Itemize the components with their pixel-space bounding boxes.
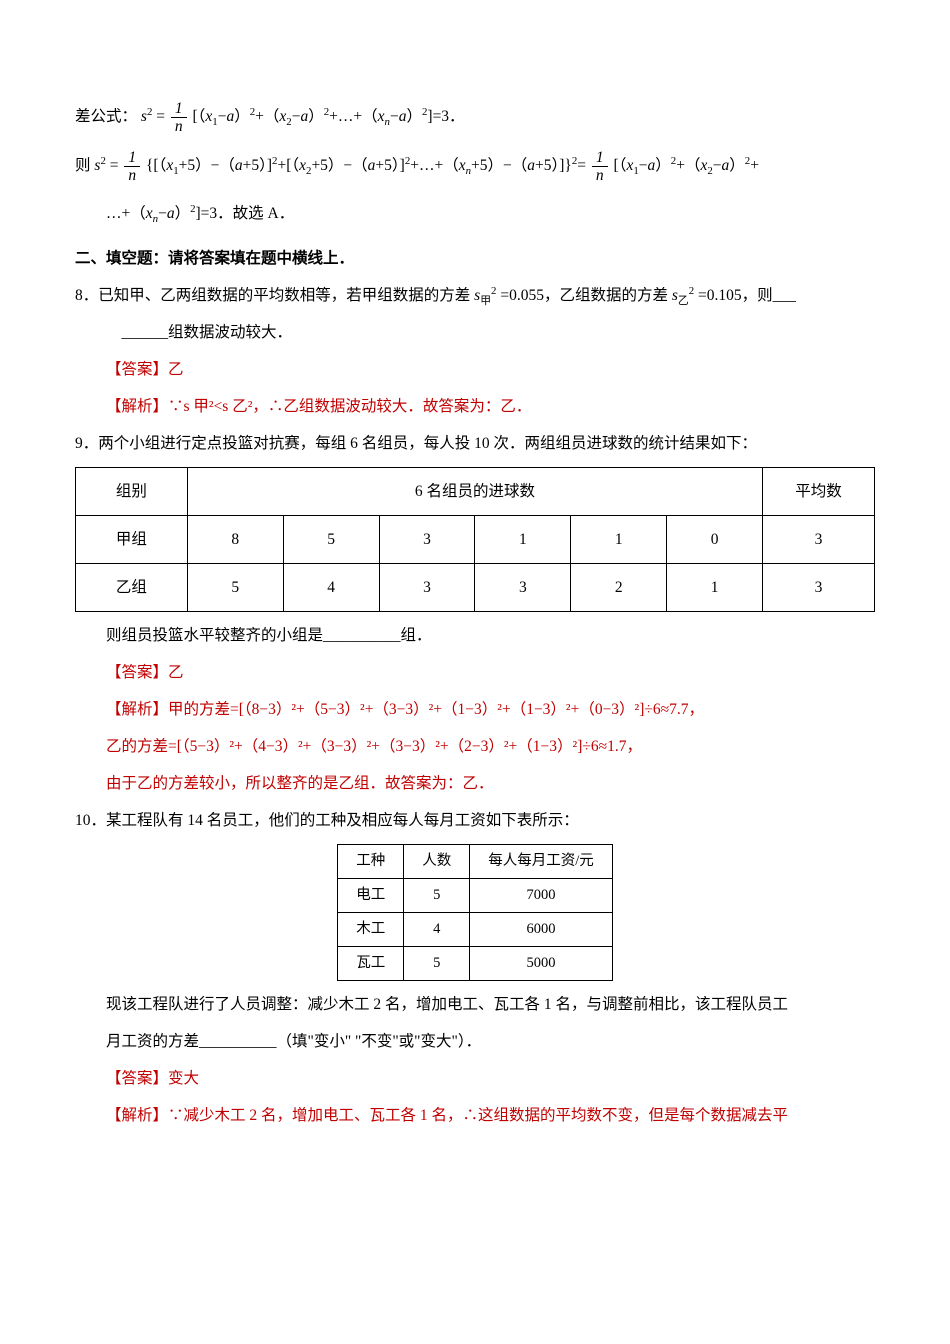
q9-r1c5: 2 bbox=[571, 564, 667, 612]
q8-text-b: =0.055，乙组数据的方差 bbox=[496, 287, 671, 304]
q10-num: 10． bbox=[75, 812, 106, 829]
q9-analysis-c: 由于乙的方差较小，所以整齐的是乙组．故答案为：乙． bbox=[75, 768, 875, 799]
q9-r0c0: 甲组 bbox=[76, 516, 188, 564]
q10-r0c0: 电工 bbox=[338, 879, 404, 913]
q9-table: 组别 6 名组员的进球数 平均数 甲组 8 5 3 1 1 0 3 乙组 5 4… bbox=[75, 467, 875, 612]
q10-h1: 人数 bbox=[404, 845, 470, 879]
q10-r1c1: 4 bbox=[404, 913, 470, 947]
q9-r1c4: 3 bbox=[475, 564, 571, 612]
line2-pre: 则 bbox=[75, 157, 94, 174]
table-row: 电工 5 7000 bbox=[338, 879, 613, 913]
q10-after-b: 月工资的方差__________（填"变小" "不变"或"变大"）． bbox=[75, 1026, 875, 1057]
q10-r2c0: 瓦工 bbox=[338, 947, 404, 981]
q10-table: 工种 人数 每人每月工资/元 电工 5 7000 木工 4 6000 瓦工 5 … bbox=[337, 844, 613, 981]
line1-pre: 差公式： bbox=[75, 108, 137, 125]
q9-r0c4: 1 bbox=[475, 516, 571, 564]
table-row: 甲组 8 5 3 1 1 0 3 bbox=[76, 516, 875, 564]
q8-analysis: ∵s 甲²<s 乙²，∴乙组数据波动较大．故答案为：乙． bbox=[168, 398, 531, 415]
q9-r0c6: 0 bbox=[667, 516, 763, 564]
q8-text-c: =0.105，则___ bbox=[694, 287, 796, 304]
q10-r1c2: 6000 bbox=[470, 913, 613, 947]
q8-answer-row: 【答案】乙 bbox=[75, 354, 875, 385]
q10-r0c2: 7000 bbox=[470, 879, 613, 913]
q8-answer: 乙 bbox=[168, 361, 184, 378]
q9-r0c3: 3 bbox=[379, 516, 475, 564]
line1-post: =3． bbox=[433, 108, 465, 125]
q10-text-body: 某工程队有 14 名员工，他们的工种及相应每人每月工资如下表所示： bbox=[106, 812, 579, 829]
q8-text-d: ______组数据波动较大． bbox=[75, 317, 875, 348]
q9-after-table: 则组员投篮水平较整齐的小组是__________组． bbox=[75, 620, 875, 651]
q9-th-goals: 6 名组员的进球数 bbox=[187, 468, 762, 516]
q9-r1c7: 3 bbox=[763, 564, 875, 612]
q8-answer-label: 【答案】 bbox=[106, 361, 168, 378]
table-row: 瓦工 5 5000 bbox=[338, 947, 613, 981]
q9-answer-label: 【答案】 bbox=[106, 664, 168, 681]
q9-r0c7: 3 bbox=[763, 516, 875, 564]
table-row: 工种 人数 每人每月工资/元 bbox=[338, 845, 613, 879]
q9-r1c2: 4 bbox=[283, 564, 379, 612]
q8-analysis-row: 【解析】∵s 甲²<s 乙²，∴乙组数据波动较大．故答案为：乙． bbox=[75, 391, 875, 422]
table-row: 乙组 5 4 3 3 2 1 3 bbox=[76, 564, 875, 612]
q9-analysis-b: 乙的方差=[（5−3）²+（4−3）²+（3−3）²+（3−3）²+（2−3）²… bbox=[75, 731, 875, 762]
variance-formula-line1: 差公式： s2 = 1n [（x1−a）2+（x2−a）2+…+（xn−a）2]… bbox=[75, 100, 875, 135]
q9-r1c3: 3 bbox=[379, 564, 475, 612]
q8-analysis-label: 【解析】 bbox=[106, 398, 168, 415]
variance-formula-line2: 则 s2 = 1n {[（x1+5）−（a+5）]2+[（x2+5）−（a+5）… bbox=[75, 149, 875, 184]
q10-h0: 工种 bbox=[338, 845, 404, 879]
q9-r1c0: 乙组 bbox=[76, 564, 188, 612]
q10-answer: 变大 bbox=[168, 1070, 199, 1087]
q8-num: 8． bbox=[75, 287, 98, 304]
section2-heading: 二、填空题：请将答案填在题中横线上． bbox=[75, 243, 875, 274]
q8-text-a: 已知甲、乙两组数据的平均数相等，若甲组数据的方差 bbox=[98, 287, 474, 304]
q10-r1c0: 木工 bbox=[338, 913, 404, 947]
q9-text-body: 两个小组进行定点投篮对抗赛，每组 6 名组员，每人投 10 次．两组组员进球数的… bbox=[98, 435, 757, 452]
line2-post: =3．故选 A． bbox=[201, 205, 295, 222]
q9-r1c1: 5 bbox=[187, 564, 283, 612]
q10-h2: 每人每月工资/元 bbox=[470, 845, 613, 879]
q9-answer: 乙 bbox=[168, 664, 184, 681]
q10-answer-row: 【答案】变大 bbox=[75, 1063, 875, 1094]
variance-formula-line2b: …+（xn−a）2]=3．故选 A． bbox=[75, 198, 875, 229]
q9-text: 9．两个小组进行定点投篮对抗赛，每组 6 名组员，每人投 10 次．两组组员进球… bbox=[75, 428, 875, 459]
q10-after-a: 现该工程队进行了人员调整：减少木工 2 名，增加电工、瓦工各 1 名，与调整前相… bbox=[75, 989, 875, 1020]
table-row: 组别 6 名组员的进球数 平均数 bbox=[76, 468, 875, 516]
table-row: 木工 4 6000 bbox=[338, 913, 613, 947]
q10-text: 10．某工程队有 14 名员工，他们的工种及相应每人每月工资如下表所示： bbox=[75, 805, 875, 836]
q9-analysis-a-row: 【解析】甲的方差=[（8−3）²+（5−3）²+（3−3）²+（1−3）²+（1… bbox=[75, 694, 875, 725]
q10-r0c1: 5 bbox=[404, 879, 470, 913]
q9-num: 9． bbox=[75, 435, 98, 452]
q9-answer-row: 【答案】乙 bbox=[75, 657, 875, 688]
q10-analysis-row: 【解析】∵减少木工 2 名，增加电工、瓦工各 1 名，∴这组数据的平均数不变，但… bbox=[75, 1100, 875, 1131]
q9-analysis-label: 【解析】 bbox=[106, 701, 168, 718]
q10-answer-label: 【答案】 bbox=[106, 1070, 168, 1087]
q9-r1c6: 1 bbox=[667, 564, 763, 612]
q9-r0c1: 8 bbox=[187, 516, 283, 564]
q10-r2c1: 5 bbox=[404, 947, 470, 981]
q9-r0c2: 5 bbox=[283, 516, 379, 564]
q9-th-group: 组别 bbox=[76, 468, 188, 516]
q9-th-avg: 平均数 bbox=[763, 468, 875, 516]
q10-analysis: ∵减少木工 2 名，增加电工、瓦工各 1 名，∴这组数据的平均数不变，但是每个数… bbox=[168, 1107, 788, 1124]
q10-r2c2: 5000 bbox=[470, 947, 613, 981]
q9-analysis-a: 甲的方差=[（8−3）²+（5−3）²+（3−3）²+（1−3）²+（1−3）²… bbox=[168, 701, 704, 718]
q8-text: 8．已知甲、乙两组数据的平均数相等，若甲组数据的方差 s甲2 =0.055，乙组… bbox=[75, 280, 875, 311]
q10-analysis-label: 【解析】 bbox=[106, 1107, 168, 1124]
q9-r0c5: 1 bbox=[571, 516, 667, 564]
